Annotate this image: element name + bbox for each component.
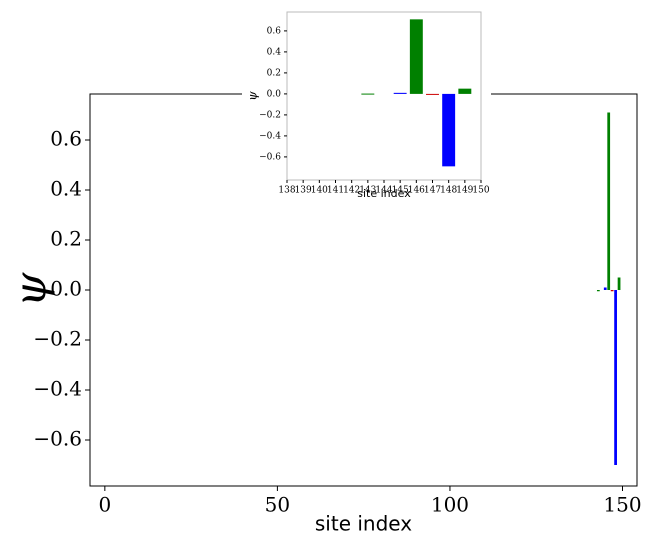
y-tick-label: 0.4 (50, 177, 82, 201)
x-tick-label: 139 (295, 185, 312, 195)
y-tick-label: 0.2 (50, 227, 82, 251)
bar (409, 19, 423, 94)
x-tick-label: 145 (392, 185, 409, 195)
bar (361, 93, 375, 95)
bar (442, 93, 456, 167)
bar (458, 88, 472, 94)
y-tick-label: 0.0 (267, 89, 282, 99)
bar (610, 290, 614, 292)
x-tick-label: 150 (603, 493, 641, 517)
x-axis-label: site index (357, 187, 411, 200)
y-tick-label: −0.6 (33, 427, 82, 451)
x-axis-label: site index (315, 512, 412, 536)
x-tick-label: 140 (311, 185, 328, 195)
y-tick-label: −0.2 (33, 327, 82, 351)
y-tick-label: −0.4 (33, 377, 82, 401)
y-tick-label: 0.2 (267, 68, 281, 78)
bar (607, 112, 611, 290)
x-tick-label: 146 (408, 185, 425, 195)
bar (426, 93, 439, 95)
y-tick-label: 0.0 (50, 277, 82, 301)
y-tick-label: −0.6 (259, 152, 281, 162)
y-tick-label: 0.6 (50, 127, 82, 151)
x-tick-label: 144 (375, 185, 392, 195)
y-tick-label: 0.6 (267, 26, 282, 36)
bar (393, 92, 407, 94)
bar (596, 290, 600, 292)
x-tick-label: 0 (98, 493, 111, 517)
x-tick-label: 148 (440, 185, 457, 195)
x-tick-label: 138 (278, 185, 295, 195)
x-tick-label: 147 (424, 185, 441, 195)
y-axis-label: ψ (6, 272, 57, 307)
bar (614, 290, 617, 465)
x-tick-label: 142 (343, 185, 360, 195)
x-tick-label: 150 (472, 185, 489, 195)
y-tick-label: −0.4 (259, 131, 281, 141)
x-tick-label: 100 (431, 493, 469, 517)
y-tick-label: 0.4 (267, 47, 282, 57)
y-tick-label: −0.2 (259, 110, 281, 120)
x-tick-label: 141 (327, 185, 344, 195)
x-tick-label: 143 (359, 185, 376, 195)
bar (617, 277, 621, 290)
x-tick-label: 149 (456, 185, 473, 195)
bar (603, 287, 607, 290)
y-axis-label: ψ (246, 91, 260, 101)
x-tick-label: 50 (265, 493, 290, 517)
